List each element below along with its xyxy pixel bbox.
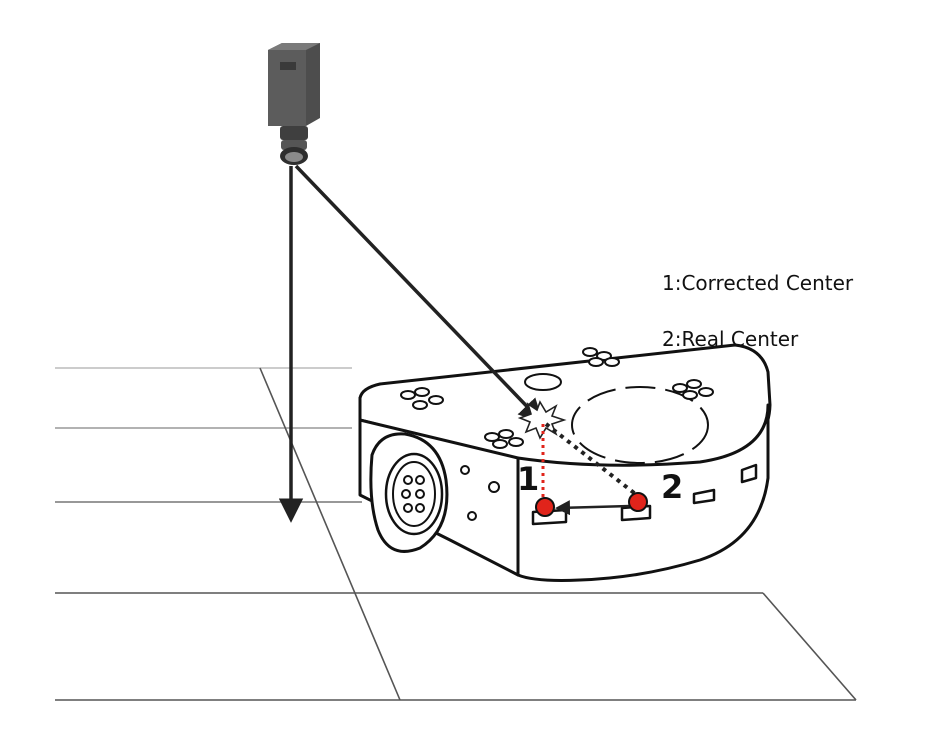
impact-burst-icon — [517, 400, 567, 440]
real-center-dot — [628, 492, 648, 512]
floor-line — [259, 367, 401, 701]
real-center-label: 2 — [661, 468, 683, 506]
robot-icon — [358, 343, 772, 582]
legend-item-real-center: 2:Real Center — [662, 327, 799, 351]
correction-arrow — [555, 500, 631, 516]
legend-item-corrected-center: 1:Corrected Center — [662, 271, 854, 295]
floor-line — [762, 592, 857, 701]
camera-icon — [268, 43, 320, 165]
real-center-dotted-line — [544, 422, 640, 498]
corrected-center-label: 1 — [517, 460, 539, 498]
floor-grid — [55, 367, 857, 701]
corrected-center-dot — [535, 497, 555, 517]
camera-diagonal-ray — [294, 164, 544, 424]
